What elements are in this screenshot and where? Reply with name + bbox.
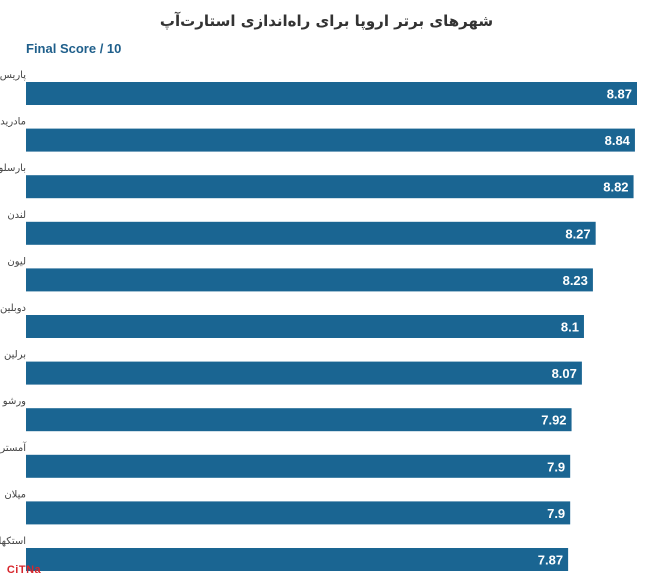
category-label: میلان	[4, 489, 26, 500]
bar	[26, 408, 572, 432]
bar	[26, 82, 637, 105]
value-label: 7.9	[547, 459, 565, 474]
value-label: 8.1	[561, 320, 579, 335]
bar	[26, 175, 634, 199]
category-label: آمستردام	[0, 441, 27, 454]
bar	[26, 315, 584, 338]
bar	[26, 361, 582, 385]
category-label: پاریس	[0, 70, 26, 81]
value-label: 8.84	[605, 133, 631, 148]
category-label: استکهلم	[0, 536, 26, 547]
bar	[26, 221, 596, 245]
category-label: برلین	[4, 350, 26, 361]
category-label: بارسلون	[0, 163, 26, 174]
category-label: لندن	[7, 210, 26, 221]
category-label: لیون	[7, 256, 26, 267]
value-label: 8.87	[607, 87, 632, 102]
bar	[26, 454, 571, 478]
value-label: 7.87	[538, 553, 563, 568]
logo-text: CiTNa	[6, 564, 42, 576]
value-label: 8.07	[552, 366, 577, 381]
citna-logo: CiTNa	[2, 563, 46, 577]
category-label: مادرید	[0, 117, 26, 128]
category-label: ورشو	[2, 396, 26, 407]
value-label: 8.27	[565, 226, 590, 241]
value-label: 8.23	[563, 273, 588, 288]
category-label: دوبلین	[0, 303, 26, 314]
value-label: 7.9	[547, 506, 565, 521]
chart-title: شهرهای برتر اروپا برای راه‌اندازی استارت…	[159, 12, 494, 30]
bar	[26, 501, 571, 525]
value-label: 8.82	[603, 180, 628, 195]
bar	[26, 548, 569, 571]
chart-subtitle: Final Score / 10	[26, 41, 122, 56]
value-label: 7.92	[541, 413, 566, 428]
bar	[26, 128, 635, 152]
bar	[26, 268, 593, 292]
